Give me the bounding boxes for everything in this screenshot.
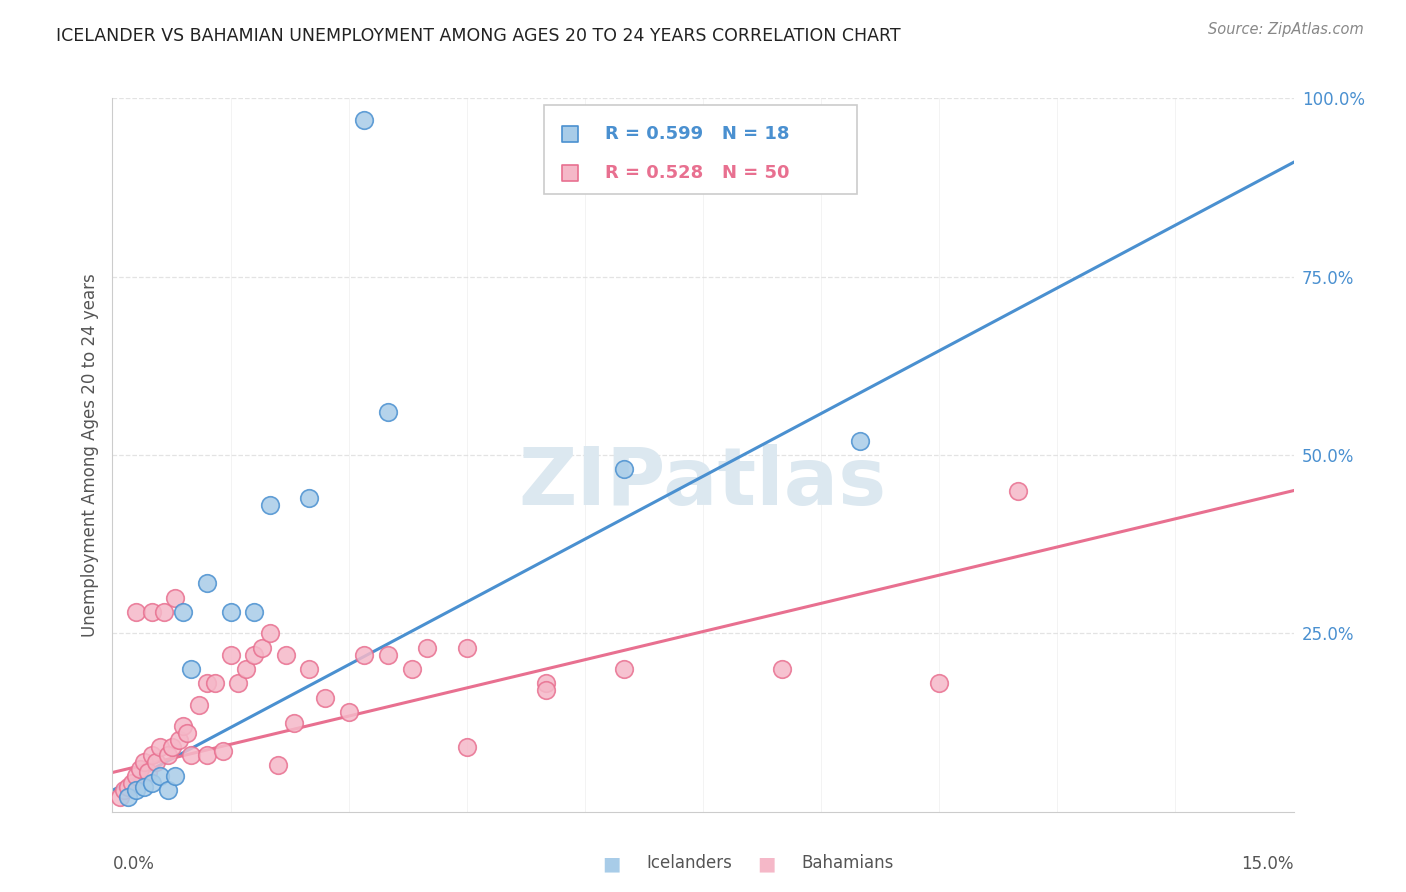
Point <box>259 626 281 640</box>
Text: 15.0%: 15.0% <box>1241 855 1294 872</box>
Point <box>456 740 478 755</box>
Point <box>149 769 172 783</box>
Point <box>849 434 872 448</box>
Point <box>228 676 250 690</box>
Text: Source: ZipAtlas.com: Source: ZipAtlas.com <box>1208 22 1364 37</box>
Point <box>172 605 194 619</box>
Point <box>180 662 202 676</box>
Point <box>132 780 155 794</box>
Point <box>176 726 198 740</box>
Point <box>401 662 423 676</box>
Point <box>298 662 321 676</box>
Point <box>172 719 194 733</box>
Point <box>259 498 281 512</box>
Point <box>169 733 191 747</box>
Point <box>219 605 242 619</box>
Point <box>121 776 143 790</box>
Point <box>129 762 152 776</box>
Text: ZIPatlas: ZIPatlas <box>519 444 887 523</box>
Point <box>204 676 226 690</box>
Y-axis label: Unemployment Among Ages 20 to 24 years: Unemployment Among Ages 20 to 24 years <box>80 273 98 637</box>
Text: ■: ■ <box>756 854 776 873</box>
Text: R = 0.599   N = 18: R = 0.599 N = 18 <box>605 125 790 143</box>
Point <box>416 640 439 655</box>
Point <box>112 783 135 797</box>
Text: R = 0.528   N = 50: R = 0.528 N = 50 <box>605 164 790 182</box>
Point <box>125 783 148 797</box>
Point <box>1007 483 1029 498</box>
Point <box>283 715 305 730</box>
Point <box>337 705 360 719</box>
Point <box>149 740 172 755</box>
Point <box>136 765 159 780</box>
Point <box>195 676 218 690</box>
Text: ■: ■ <box>602 854 621 873</box>
Text: Bahamians: Bahamians <box>801 855 894 872</box>
Point <box>534 683 557 698</box>
Point <box>156 747 179 762</box>
Point <box>353 112 375 127</box>
Point <box>165 769 187 783</box>
Point <box>152 605 174 619</box>
Point <box>117 780 139 794</box>
Point <box>125 769 148 783</box>
Point <box>377 405 399 419</box>
Point <box>219 648 242 662</box>
Point <box>353 648 375 662</box>
Point <box>160 740 183 755</box>
Point <box>211 744 233 758</box>
Point <box>377 648 399 662</box>
Point <box>250 640 273 655</box>
Point <box>195 747 218 762</box>
Point <box>770 662 793 676</box>
Point <box>145 755 167 769</box>
Point <box>132 798 155 813</box>
Point <box>180 747 202 762</box>
FancyBboxPatch shape <box>544 105 856 194</box>
Point <box>274 648 297 662</box>
Point <box>298 491 321 505</box>
Text: Icelanders: Icelanders <box>647 855 733 872</box>
Point <box>117 790 139 805</box>
Text: 0.0%: 0.0% <box>112 855 155 872</box>
Point <box>195 576 218 591</box>
Point <box>456 640 478 655</box>
Point <box>928 676 950 690</box>
Point <box>314 690 336 705</box>
Point <box>141 776 163 790</box>
Point <box>267 758 290 772</box>
Point <box>613 662 636 676</box>
Point <box>156 783 179 797</box>
Point <box>110 790 132 805</box>
Point <box>132 797 155 812</box>
Point <box>243 648 266 662</box>
Point <box>188 698 211 712</box>
Point <box>141 605 163 619</box>
Text: ICELANDER VS BAHAMIAN UNEMPLOYMENT AMONG AGES 20 TO 24 YEARS CORRELATION CHART: ICELANDER VS BAHAMIAN UNEMPLOYMENT AMONG… <box>56 27 901 45</box>
Point <box>165 591 187 605</box>
Point <box>125 605 148 619</box>
Point <box>613 462 636 476</box>
Point <box>235 662 257 676</box>
Point <box>534 676 557 690</box>
Point <box>141 747 163 762</box>
Point <box>132 755 155 769</box>
Point <box>243 605 266 619</box>
